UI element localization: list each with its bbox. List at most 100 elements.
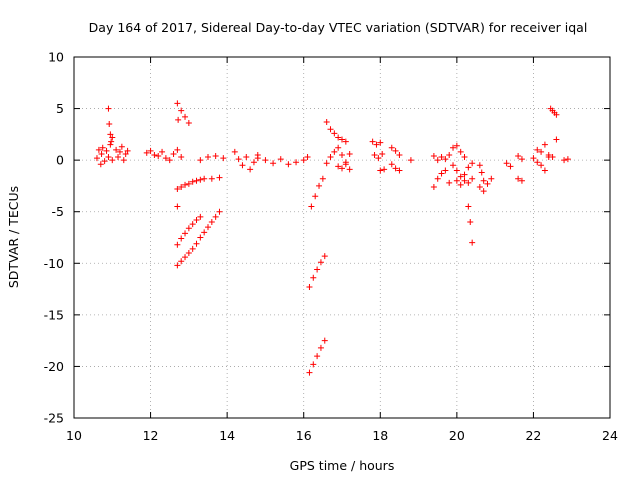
series-cluster-c04 [143, 146, 185, 164]
data-point [377, 139, 384, 146]
data-point [331, 130, 338, 137]
chart-title: Day 164 of 2017, Sidereal Day-to-day VTE… [89, 20, 588, 35]
series-cluster-c18 [335, 161, 353, 173]
data-point [197, 234, 204, 241]
y-tick-label: 10 [48, 50, 64, 65]
data-point [331, 148, 338, 155]
data-point [317, 259, 324, 266]
data-point [107, 131, 114, 138]
series-cluster-c16 [323, 118, 349, 145]
data-point [377, 167, 384, 174]
data-point [323, 118, 330, 125]
data-point [197, 176, 204, 183]
data-point [250, 159, 257, 166]
data-point [174, 100, 181, 107]
data-point [193, 240, 200, 247]
data-point [108, 138, 115, 145]
data-point [285, 161, 292, 168]
series-cluster-c10 [174, 116, 182, 210]
data-points [93, 100, 571, 376]
data-point [564, 156, 571, 163]
data-point [115, 154, 122, 161]
series-cluster-c11 [231, 148, 261, 173]
data-point [476, 162, 483, 169]
series-cluster-c23 [430, 153, 449, 164]
data-point [323, 160, 330, 167]
data-point [243, 154, 250, 161]
series-cluster-c03 [113, 143, 131, 164]
data-point [339, 165, 345, 172]
x-tick-label: 18 [372, 428, 388, 443]
series-cluster-c20 [388, 144, 403, 158]
data-point [201, 229, 208, 236]
data-point [174, 241, 181, 248]
data-point [304, 154, 311, 161]
series-cluster-c21 [388, 161, 403, 174]
data-point [446, 179, 453, 186]
x-tick-label: 22 [525, 428, 541, 443]
data-point [373, 141, 380, 148]
data-point [147, 147, 154, 154]
series-cluster-c19 [369, 138, 386, 162]
data-point [518, 177, 525, 184]
data-point [300, 157, 307, 164]
axis-ticks [73, 56, 611, 419]
data-point [461, 177, 468, 184]
data-point [254, 155, 261, 162]
data-point [342, 161, 349, 168]
data-point [469, 160, 476, 167]
series-cluster-c05 [174, 100, 192, 127]
series-cluster-c31 [503, 153, 525, 170]
data-point [335, 134, 342, 141]
data-point [107, 141, 114, 148]
data-point [97, 161, 104, 168]
data-point [174, 146, 181, 153]
series-cluster-c30 [476, 183, 487, 195]
data-point [306, 284, 313, 291]
data-point [185, 180, 192, 187]
data-point [549, 154, 556, 161]
data-point [208, 219, 215, 226]
data-point [151, 151, 158, 158]
data-point [480, 188, 487, 195]
data-point [231, 148, 238, 155]
data-point [392, 165, 399, 172]
data-point [467, 219, 474, 226]
data-point [321, 337, 328, 344]
data-point [553, 136, 560, 143]
data-point [375, 155, 382, 162]
y-tick-label: 5 [56, 101, 64, 116]
data-point [270, 160, 277, 167]
data-point [457, 148, 464, 155]
data-point [120, 157, 127, 164]
data-point [453, 142, 460, 149]
series-cluster-c01 [93, 141, 116, 168]
data-point [201, 175, 208, 182]
data-point [185, 249, 192, 256]
data-point [170, 150, 177, 157]
data-point [93, 155, 100, 162]
x-tick-label: 20 [449, 428, 465, 443]
data-point [189, 178, 196, 185]
data-point [182, 254, 189, 261]
data-point [442, 156, 449, 163]
series-cluster-c14 [306, 253, 328, 291]
data-point [478, 169, 485, 176]
data-point [453, 167, 460, 174]
y-tick-label: -20 [44, 359, 64, 374]
data-point [327, 154, 334, 161]
data-point [306, 369, 313, 376]
data-point [541, 141, 548, 148]
series-cluster-c35 [547, 105, 560, 118]
data-point [178, 154, 185, 161]
data-point [381, 166, 388, 173]
data-point [545, 151, 552, 158]
data-point [216, 174, 223, 181]
data-point [319, 175, 326, 182]
y-tick-label: -5 [52, 204, 64, 219]
y-tick-label: -10 [44, 256, 64, 271]
data-point [314, 353, 321, 360]
data-point [182, 230, 189, 237]
data-point [143, 149, 150, 156]
